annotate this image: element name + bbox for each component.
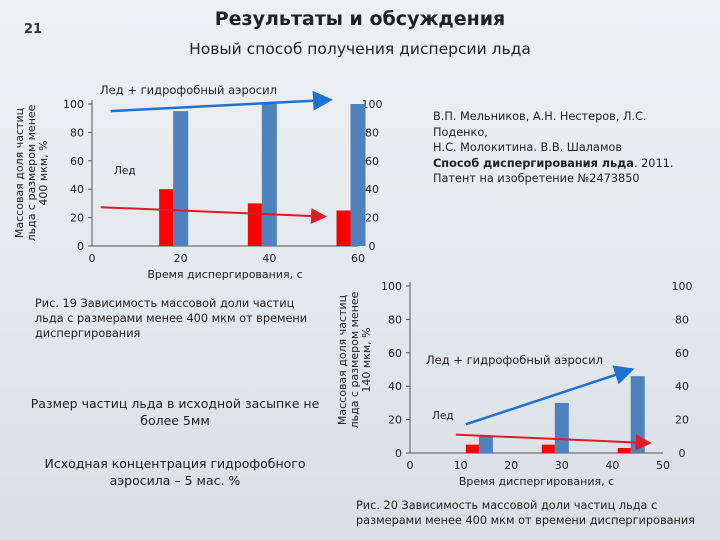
concentration-note: Исходная концентрация гидрофобного аэрос… (44, 456, 306, 488)
slide-subtitle: Новый способ получения дисперсии льда (189, 40, 531, 58)
chart-19-y-tick-label: 20 (70, 212, 84, 225)
chart-20-y-tick-label: 20 (388, 414, 402, 427)
reference-patent: Патент на изобретение №2473850 (433, 172, 640, 185)
chart-19-trend-arrow-aerosil (110, 90, 333, 113)
y-axis-title-line: Массовая доля частиц (13, 108, 26, 238)
chart-19-series-label-ice: Лед (114, 165, 136, 177)
chart-20-x-tick-label: 50 (656, 459, 670, 472)
chart-19-y-tick-label-right: 60 (365, 155, 379, 168)
chart-19-bar-ice (336, 210, 351, 246)
page-number: 21 (24, 22, 43, 37)
reference-year: . 2011. (633, 156, 674, 170)
chart-19-series-label-aerosil: Лед + гидрофобный аэросил (100, 83, 277, 97)
reference-authors-cont: Н.С. Молокитина. В.В. Шаламов (433, 141, 623, 154)
chart-20-y-tick-label: 100 (381, 280, 402, 293)
particle-size-note: Размер частиц льда в исходной засыпке не… (30, 396, 320, 428)
y-axis-title-line: 400 мкм, % (37, 140, 50, 205)
chart-19-x-tick-label: 40 (262, 252, 276, 265)
chart-19-x-tick-label: 20 (174, 252, 188, 265)
reference-method: Способ диспергирования льда (433, 156, 634, 170)
chart-19-bar-ice (247, 203, 262, 246)
chart-19-y-tick-label: 40 (70, 183, 84, 196)
chart-19-bar-aerosil (261, 104, 277, 246)
chart-19-y-tick-label-right: 0 (369, 240, 376, 253)
chart-19-y-axis-title: Массовая доля частицльда с размером мене… (13, 104, 50, 241)
chart-20-y-tick-label: 80 (388, 313, 402, 326)
y-axis-title-line: льда с размером менее (25, 104, 38, 241)
chart-20-x-tick-label: 20 (504, 459, 518, 472)
chart-19-y-tick-label-right: 100 (362, 98, 383, 111)
chart-20-y-tick-label-right: 80 (675, 313, 689, 326)
chart-20-x-tick-label: 40 (605, 459, 619, 472)
chart-20-trend-arrow-ice (455, 433, 652, 451)
chart-20-series-label-aerosil: Лед + гидрофобный аэросил (426, 353, 603, 367)
chart-20-bar-aerosil (478, 436, 493, 453)
chart-20-y-tick-label: 40 (388, 380, 402, 393)
chart-19-y-tick-label-right: 20 (365, 212, 379, 225)
chart-20-y-tick-label: 0 (395, 447, 402, 460)
chart-20-y-tick-label-right: 100 (672, 280, 693, 293)
chart-20-x-tick-label: 30 (555, 459, 569, 472)
chart-20-bar-ice (465, 444, 479, 453)
reference-block: В.П. Мельников, А.Н. Нестеров, Л.С. Поде… (433, 109, 685, 187)
y-axis-title-line: 140 мкм, % (360, 327, 373, 392)
chart-20-y-tick-label-right: 60 (675, 347, 689, 360)
reference-authors: В.П. Мельников, А.Н. Нестеров, Л.С. Поде… (433, 110, 647, 139)
chart-19-trend-arrow-ice (100, 206, 327, 224)
chart-20-y-tick-label-right: 40 (675, 380, 689, 393)
chart-20-y-tick-label: 60 (388, 347, 402, 360)
chart-19-bar-aerosil (350, 104, 366, 246)
chart-19-y-tick-label: 100 (63, 98, 84, 111)
y-axis-title-line: Массовая доля частиц (336, 295, 349, 425)
chart-20-bar-ice (617, 447, 631, 453)
chart-19-y-tick-label: 0 (77, 240, 84, 253)
chart-20-y-axis-title: Массовая доля частицльда с размером мене… (336, 291, 373, 428)
chart-19-y-tick-label-right: 80 (365, 126, 379, 139)
chart-20-y-tick-label-right: 0 (679, 447, 686, 460)
chart-19-y-tick-label: 60 (70, 155, 84, 168)
slide-title: Результаты и обсуждения (214, 8, 506, 30)
chart-20-x-tick-label: 0 (407, 459, 414, 472)
chart-20-y-tick-label-right: 20 (675, 414, 689, 427)
chart-20-series-label-ice: Лед (432, 410, 454, 422)
chart-20-x-axis-title: Время диспергирования, с (459, 475, 614, 488)
chart-19-y-tick-label: 80 (70, 126, 84, 139)
chart-19-bar-ice (159, 189, 174, 246)
chart-20-x-tick-label: 10 (454, 459, 468, 472)
figure-19-caption: Рис. 19 Зависимость массовой доли частиц… (35, 297, 308, 340)
chart-20-bar-aerosil (630, 376, 645, 453)
chart-19-y-tick-label-right: 40 (365, 183, 379, 196)
reference-title-line: Способ диспергирования льда. 2011. (433, 156, 685, 172)
chart-20-bar-aerosil (554, 402, 569, 453)
chart-19-x-axis-title: Время диспергирования, с (147, 268, 302, 281)
chart-20-bar-ice (541, 444, 555, 453)
chart-19-bar-aerosil (173, 111, 189, 246)
y-axis-title-line: льда с размером менее (348, 291, 361, 428)
figure-20-caption: Рис. 20 Зависимость массовой доли частиц… (356, 499, 696, 527)
chart-19-x-tick-label: 60 (351, 252, 365, 265)
chart-20-trend-arrow-aerosil (465, 365, 635, 426)
chart-19-x-tick-label: 0 (89, 252, 96, 265)
